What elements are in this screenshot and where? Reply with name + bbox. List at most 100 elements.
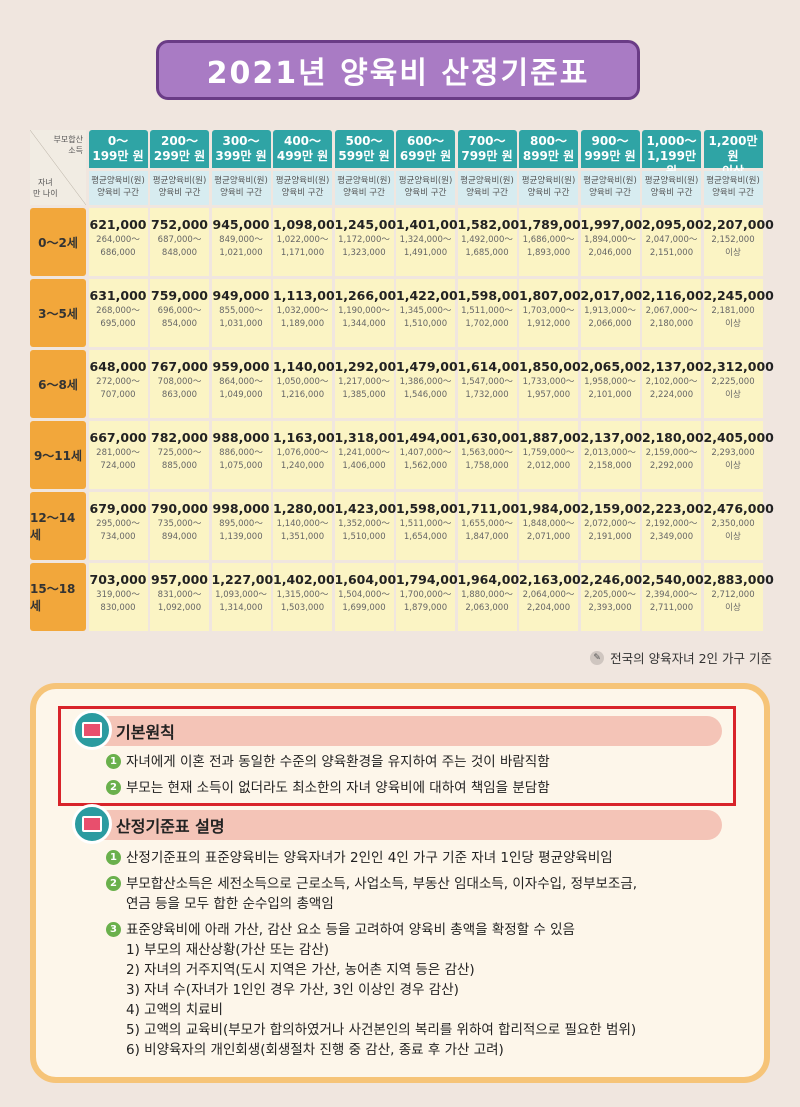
average-cost: 1,984,000 (519, 501, 590, 516)
average-cost: 1,582,000 (457, 217, 528, 232)
range-start: 1,759,000～ (522, 448, 575, 458)
table-cell: 1,598,000 1,511,000～ 1,702,000 (457, 279, 528, 347)
income-bracket-line-1: 500～ (345, 134, 383, 148)
range-end: 1,699,000 (342, 603, 386, 613)
table-cell: 767,000 708,000～ 863,000 (150, 350, 209, 418)
subheader-avg-label: 평균양육비(원) (583, 176, 637, 186)
range-start: 735,000～ (157, 519, 202, 529)
table-cell: 1,292,000 1,217,000～ 1,385,000 (334, 350, 405, 418)
range-end: 이상 (725, 603, 741, 613)
table-footnote: ✎ 전국의 양육자녀 2인 가구 기준 (590, 648, 772, 667)
income-bracket-header: 900～ 999만 원 (580, 130, 640, 168)
range-end: 이상 (725, 319, 741, 329)
range-end: 724,000 (100, 461, 136, 471)
income-bracket-line-2: 199만 원 (92, 149, 144, 163)
average-cost: 2,137,000 (642, 359, 713, 374)
range-start: 2,181,000 (711, 306, 755, 316)
table-cell: 1,098,000 1,022,000～ 1,171,000 (273, 208, 343, 276)
average-cost: 703,000 (89, 572, 147, 587)
range-start: 2,047,000～ (645, 235, 698, 245)
subheader-range-label: 양육비 구간 (712, 188, 754, 198)
table-cell: 1,140,000 1,050,000～ 1,216,000 (273, 350, 344, 418)
table-cell: 1,113,000 1,032,000～ 1,189,000 (273, 279, 343, 347)
range-end: 1,139,000 (219, 532, 263, 542)
range-start: 1,076,000～ (276, 448, 329, 458)
range-start: 1,511,000～ (461, 306, 513, 316)
range-end: 1,685,000 (465, 248, 509, 258)
range-end: 2,071,000 (526, 532, 571, 542)
average-cost: 1,140,000 (273, 359, 344, 374)
info-panel (30, 683, 770, 1083)
average-cost: 1,887,000 (519, 430, 590, 445)
range-start: 2,072,000～ (584, 519, 636, 529)
income-bracket-line-1: 0～ (107, 134, 129, 148)
average-cost: 679,000 (89, 501, 147, 516)
average-cost: 945,000 (212, 217, 270, 232)
table-cell: 959,000 864,000～ 1,049,000 (211, 350, 271, 418)
range-start: 1,050,000～ (276, 377, 329, 387)
average-cost: 648,000 (89, 359, 147, 374)
range-start: 2,293,000 (711, 448, 755, 458)
table-cell: 1,245,000 1,172,000～ 1,323,000 (334, 208, 405, 276)
income-bracket-line-1: 200～ (160, 134, 199, 148)
range-end: 1,957,000 (526, 390, 571, 400)
range-start: 319,000～ (96, 590, 140, 600)
subheader-range-label: 양육비 구간 (466, 188, 508, 198)
range-end: 894,000 (161, 532, 198, 542)
subheader-range-label: 양육비 구간 (281, 188, 324, 198)
table-cell: 703,000 319,000～ 830,000 (88, 563, 148, 631)
range-start: 2,159,000～ (645, 448, 698, 458)
table-cell: 631,000 268,000～ 695,000 (88, 279, 148, 347)
table-cell: 1,479,000 1,386,000～ 1,546,000 (396, 350, 466, 418)
average-cost: 1,794,000 (396, 572, 467, 587)
column-subheader: 평균양육비(원) 양육비 구간 (211, 171, 271, 205)
income-bracket-line-1: 400～ (283, 134, 322, 148)
age-group-label: 9～11세 (30, 421, 86, 489)
table-cell: 621,000 264,000～ 686,000 (88, 208, 148, 276)
income-bracket-line-1: 300～ (222, 134, 260, 148)
range-start: 264,000～ (96, 235, 140, 245)
range-end: 2,292,000 (649, 461, 694, 471)
table-cell: 752,000 687,000～ 848,000 (150, 208, 209, 276)
range-end: 이상 (725, 461, 741, 471)
age-group-label: 15～18세 (30, 563, 86, 631)
age-group-label: 12～14세 (30, 492, 86, 560)
range-start: 1,492,000～ (461, 235, 513, 245)
number-badge: 1 (106, 850, 121, 865)
range-end: 1,562,000 (403, 461, 448, 471)
range-start: 1,172,000～ (338, 235, 390, 245)
table-cell: 2,163,000 2,064,000～ 2,204,000 (519, 563, 589, 631)
table-cell: 2,180,000 2,159,000～ 2,292,000 (642, 421, 713, 489)
range-end: 2,204,000 (526, 603, 571, 613)
age-group-label: 3～5세 (30, 279, 86, 347)
range-start: 281,000～ (96, 448, 140, 458)
column-subheader: 평균양육비(원) 양육비 구간 (642, 171, 701, 205)
range-start: 2,064,000～ (522, 590, 575, 600)
table-cell: 2,405,000 2,293,000 이상 (703, 421, 774, 489)
book-icon (72, 804, 112, 844)
table-cell: 1,789,000 1,686,000～ 1,893,000 (519, 208, 589, 276)
table-cell: 1,604,000 1,504,000～ 1,699,000 (334, 563, 405, 631)
income-bracket-line-2: 999만 원 (584, 149, 636, 163)
range-start: 864,000～ (219, 377, 263, 387)
range-end: 1,216,000 (280, 390, 325, 400)
range-end: 2,349,000 (649, 532, 694, 542)
average-cost: 957,000 (151, 572, 208, 587)
range-end: 734,000 (100, 532, 136, 542)
table-cell: 988,000 886,000～ 1,075,000 (211, 421, 271, 489)
average-cost: 2,180,000 (642, 430, 713, 445)
range-start: 1,655,000～ (461, 519, 513, 529)
number-badge: 2 (106, 780, 121, 795)
table-cell: 2,137,000 2,102,000～ 2,224,000 (642, 350, 713, 418)
subheader-range-label: 양육비 구간 (527, 188, 570, 198)
income-bracket-header: 400～ 499만 원 (273, 130, 332, 168)
table-cell: 2,540,000 2,394,000～ 2,711,000 (642, 563, 712, 631)
range-end: 1,031,000 (219, 319, 263, 329)
range-end: 1,351,000 (280, 532, 325, 542)
range-start: 1,386,000～ (399, 377, 452, 387)
table-cell: 2,116,000 2,067,000～ 2,180,000 (642, 279, 712, 347)
range-end: 695,000 (100, 319, 136, 329)
income-bracket-header: 0～ 199만 원 (88, 130, 148, 168)
book-icon (72, 710, 112, 750)
average-cost: 1,401,000 (396, 217, 467, 232)
